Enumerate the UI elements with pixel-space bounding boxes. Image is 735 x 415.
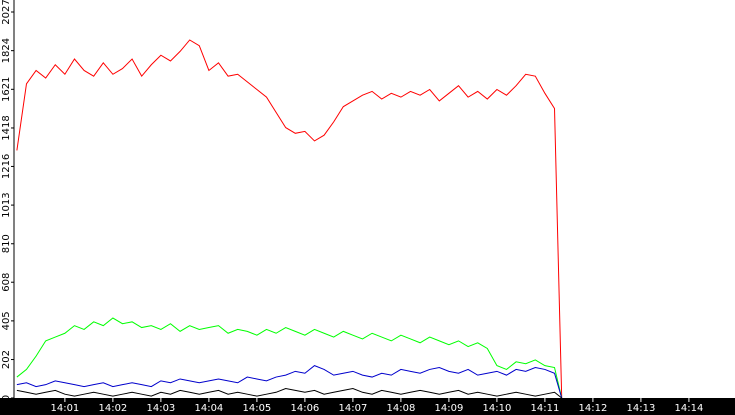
- y-tick-label: 0: [1, 395, 12, 401]
- series-line: [16, 387, 563, 399]
- x-tick-label: 14:05: [242, 403, 271, 414]
- y-tick-label: 202: [1, 350, 12, 369]
- x-tick-label: 14:13: [627, 403, 656, 414]
- series-line: [16, 317, 563, 399]
- y-tick-label: 1013: [1, 192, 12, 217]
- x-tick-label: 14:02: [98, 403, 127, 414]
- x-tick-label: 14:01: [50, 403, 79, 414]
- series-line: [16, 365, 563, 399]
- x-tick-label: 14:09: [434, 403, 463, 414]
- x-tick-label: 14:07: [338, 403, 367, 414]
- y-tick-label: 1216: [1, 154, 12, 179]
- x-tick-label: 14:10: [482, 403, 511, 414]
- x-tick-label: 14:03: [146, 403, 175, 414]
- x-tick-label: 14:04: [194, 403, 223, 414]
- y-tick-label: 2027: [1, 0, 12, 25]
- x-tick-label: 14:06: [290, 403, 319, 414]
- y-tick-label: 1621: [1, 77, 12, 102]
- x-tick-label: 14:14: [675, 403, 704, 414]
- x-tick-label: 14:12: [578, 403, 607, 414]
- y-tick-label: 1824: [1, 38, 12, 63]
- x-axis-bar: [0, 398, 735, 415]
- y-tick-label: 608: [1, 273, 12, 292]
- x-tick-label: 14:11: [530, 403, 559, 414]
- series-line: [16, 39, 563, 399]
- y-tick-label: 810: [1, 234, 12, 253]
- y-tick-label: 1418: [1, 115, 12, 140]
- y-tick-label: 405: [1, 311, 12, 330]
- x-tick-label: 14:08: [386, 403, 415, 414]
